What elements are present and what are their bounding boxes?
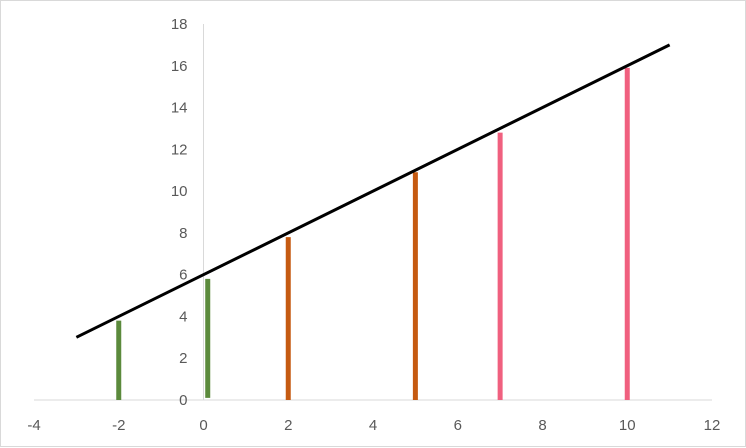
vertical-segments <box>116 67 630 400</box>
y-tick-label: 8 <box>179 225 187 242</box>
y-tick-label: 14 <box>171 100 188 117</box>
x-tick-label: 6 <box>454 417 462 434</box>
y-tick-label: 4 <box>179 308 187 325</box>
y-tick-label: 12 <box>171 141 188 158</box>
x-tick-label: 12 <box>704 417 721 434</box>
x-tick-label: -4 <box>27 417 40 434</box>
y-tick-label: 18 <box>171 16 188 33</box>
x-tick-label: 0 <box>199 417 207 434</box>
y-tick-label: 0 <box>179 392 187 409</box>
y-tick-label: 16 <box>171 58 188 75</box>
x-tick-label: -2 <box>112 417 125 434</box>
y-tick-label: 10 <box>171 183 188 200</box>
x-tick-label: 2 <box>284 417 292 434</box>
axes <box>34 24 712 401</box>
y-tick-labels: 0 2 4 6 8 10 12 14 16 18 <box>171 16 188 409</box>
y-tick-label: 2 <box>179 350 187 367</box>
x-tick-labels: -4 -2 0 2 4 6 8 10 12 <box>27 417 720 434</box>
x-tick-label: 10 <box>619 417 636 434</box>
y-tick-label: 6 <box>179 267 187 284</box>
x-tick-label: 8 <box>538 417 546 434</box>
x-tick-label: 4 <box>369 417 377 434</box>
line-series <box>75 43 671 339</box>
line-series-path <box>75 43 671 339</box>
